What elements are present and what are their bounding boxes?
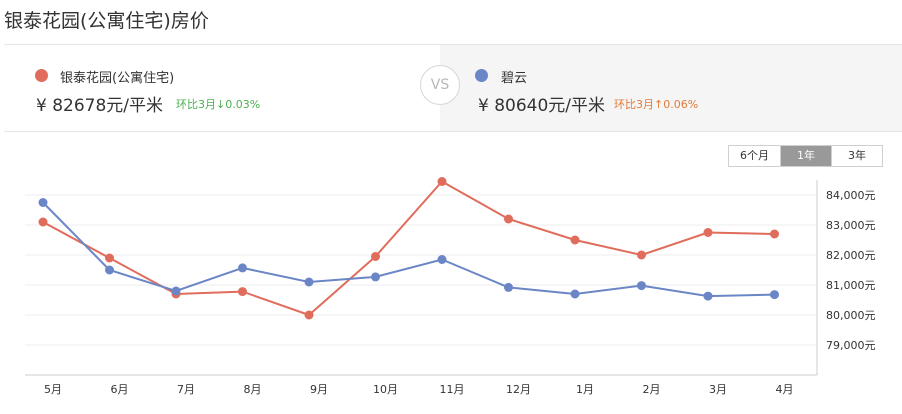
x-tick-label: 11月 <box>440 383 465 396</box>
tab-1-year[interactable]: 1年 <box>780 146 831 166</box>
right-community-name: 碧云 <box>501 71 528 86</box>
x-tick-label: 5月 <box>44 383 62 396</box>
series-1-point <box>105 253 114 263</box>
series-2-point <box>703 291 713 301</box>
left-compare-panel: 银泰花园(公寓住宅) ¥ 82678元/平米 环比3月↓0.03% <box>4 45 440 131</box>
right-series-dot <box>475 69 488 82</box>
x-tick-label: 10月 <box>373 383 398 396</box>
series-2-point <box>637 281 646 291</box>
y-tick-label: 84,000元 <box>826 189 876 202</box>
series-1-point <box>238 287 247 297</box>
series-2-point <box>105 265 114 275</box>
series-2-point <box>437 255 447 264</box>
series-1-point <box>437 177 447 186</box>
series-line-1 <box>42 180 775 317</box>
right-price: ¥ 80640元/平米 <box>478 96 606 116</box>
left-series-dot <box>35 69 48 82</box>
series-line-2 <box>42 201 775 298</box>
tab-3-years[interactable]: 3年 <box>831 146 882 166</box>
x-tick-label: 7月 <box>177 383 195 396</box>
series-1-point <box>637 250 646 260</box>
x-tick-label: 8月 <box>244 383 262 396</box>
series-2-point <box>238 263 247 273</box>
y-tick-label: 82,000元 <box>826 249 876 262</box>
vs-badge: VS <box>420 65 460 105</box>
series-1-point <box>38 217 48 227</box>
left-price: ¥ 82678元/平米 <box>36 96 164 116</box>
page-title: 银泰花园(公寓住宅)房价 <box>4 10 209 32</box>
series-1-point <box>570 235 580 245</box>
series-2-point <box>38 198 48 207</box>
x-tick-label: 12月 <box>506 383 531 396</box>
x-tick-label: 4月 <box>776 383 794 396</box>
comparison-header: 银泰花园(公寓住宅) ¥ 82678元/平米 环比3月↓0.03% 碧云 ¥ 8… <box>4 44 902 132</box>
series-1-point <box>504 214 513 224</box>
right-change: 环比3月↑0.06% <box>614 98 699 111</box>
time-range-tabs: 6个月 1年 3年 <box>728 145 883 167</box>
left-community-name: 银泰花园(公寓住宅) <box>60 71 175 86</box>
series-2-point <box>770 290 779 300</box>
series-1-point <box>371 252 380 261</box>
series-2-point <box>304 277 314 287</box>
series-2-point <box>171 286 181 296</box>
series-1-point <box>770 229 779 239</box>
series-2-point <box>504 282 513 292</box>
y-tick-label: 79,000元 <box>826 339 876 352</box>
x-tick-label: 3月 <box>709 383 727 396</box>
series-2-point <box>570 289 580 299</box>
series-2-point <box>371 272 380 282</box>
x-tick-label: 2月 <box>643 383 661 396</box>
x-tick-label: 6月 <box>111 383 129 396</box>
left-change: 环比3月↓0.03% <box>176 98 261 111</box>
tab-6-months[interactable]: 6个月 <box>729 146 780 166</box>
y-tick-label: 81,000元 <box>826 279 876 292</box>
x-tick-label: 9月 <box>310 383 328 396</box>
series-1-point <box>304 310 314 320</box>
y-tick-label: 80,000元 <box>826 309 876 322</box>
y-tick-label: 83,000元 <box>826 219 876 232</box>
series-1-point <box>703 228 713 237</box>
right-compare-panel: 碧云 ¥ 80640元/平米 环比3月↑0.06% <box>440 45 902 131</box>
x-tick-label: 1月 <box>576 383 594 396</box>
